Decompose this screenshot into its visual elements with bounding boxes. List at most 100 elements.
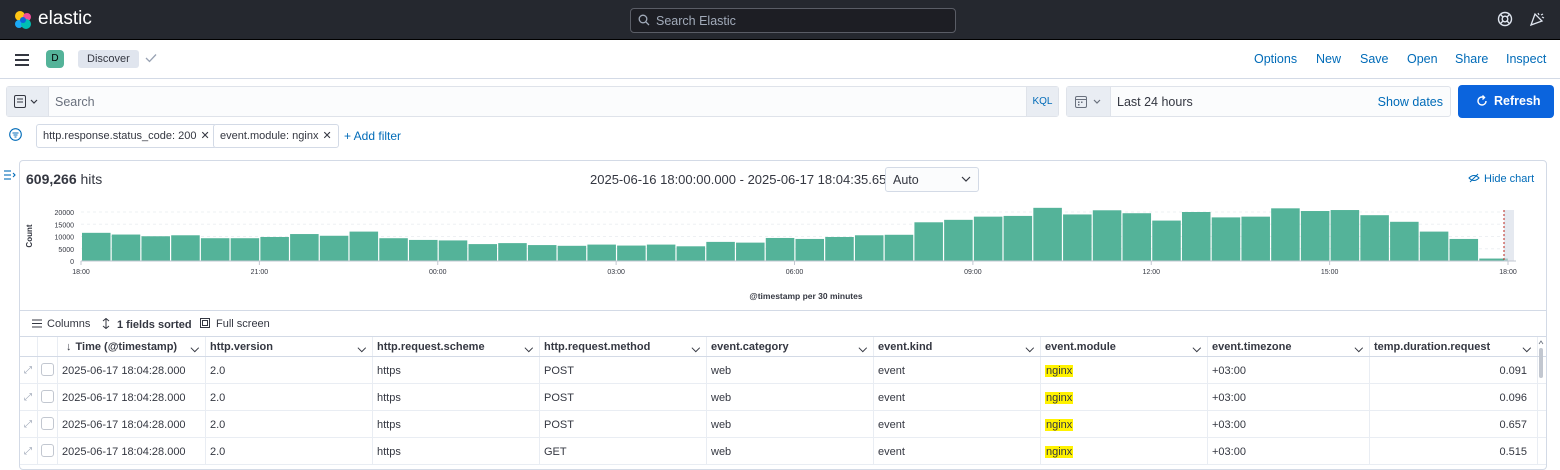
cell-event-timezone: +03:00 bbox=[1208, 411, 1370, 437]
filter-pill-label: http.response.status_code: 200 bbox=[43, 130, 197, 142]
chevron-down-icon[interactable]: ⌵ bbox=[357, 343, 366, 355]
row-checkbox[interactable] bbox=[41, 417, 54, 430]
chevron-down-icon[interactable]: ⌵ bbox=[190, 343, 199, 355]
time-picker[interactable]: Last 24 hours Show dates bbox=[1066, 86, 1451, 117]
cell-time: 2025-06-17 18:04:28.000 bbox=[58, 357, 206, 383]
filter-menu-icon[interactable] bbox=[9, 128, 22, 141]
column-header-event-timezone[interactable]: event.timezone ⌵ bbox=[1208, 337, 1370, 356]
cell-event-module: nginx bbox=[1041, 438, 1208, 464]
cell-event-module: nginx bbox=[1041, 384, 1208, 410]
row-checkbox[interactable] bbox=[41, 390, 54, 403]
x-tick-label: 18:00 bbox=[1499, 269, 1517, 276]
expand-icon[interactable]: ⤢ bbox=[24, 446, 32, 457]
column-header-http-version[interactable]: http.version ⌵ bbox=[206, 337, 373, 356]
chevron-down-icon[interactable]: ⌵ bbox=[1025, 343, 1034, 355]
chevron-down-icon[interactable]: ⌵ bbox=[524, 343, 533, 355]
new-link[interactable]: New bbox=[1316, 52, 1342, 66]
histogram-bar bbox=[914, 222, 943, 261]
elastic-logo-icon[interactable] bbox=[12, 9, 34, 31]
menu-icon[interactable] bbox=[15, 54, 29, 66]
save-link[interactable]: Save bbox=[1360, 52, 1389, 66]
y-tick-label: 20000 bbox=[55, 210, 75, 217]
cell-http-version: 2.0 bbox=[206, 384, 373, 410]
cell-http-method: POST bbox=[540, 384, 707, 410]
close-icon[interactable]: ✕ bbox=[200, 130, 210, 142]
histogram-bar bbox=[1449, 238, 1479, 261]
cell-duration: 0.515 bbox=[1370, 438, 1538, 464]
chevron-down-icon[interactable]: ⌵ bbox=[1192, 343, 1201, 355]
inspect-link[interactable]: Inspect bbox=[1506, 52, 1547, 66]
y-tick-label: 15000 bbox=[55, 222, 75, 229]
query-input[interactable]: Search KQL bbox=[6, 86, 1059, 117]
filter-pill[interactable]: event.module: nginx ✕ bbox=[213, 124, 339, 148]
column-header-event-module[interactable]: event.module ⌵ bbox=[1041, 337, 1208, 356]
histogram-bar bbox=[468, 244, 498, 261]
histogram-bar bbox=[884, 234, 914, 261]
table-row[interactable]: ⤢ 2025-06-17 18:04:28.000 2.0 https POST… bbox=[20, 357, 1546, 384]
interval-select[interactable]: Auto bbox=[885, 167, 979, 192]
expand-icon[interactable]: ⤢ bbox=[24, 392, 32, 403]
histogram-bar bbox=[1419, 231, 1449, 261]
select-column-header bbox=[38, 337, 58, 356]
refresh-button[interactable]: Refresh bbox=[1458, 85, 1554, 118]
space-avatar[interactable]: D bbox=[46, 50, 64, 68]
histogram-bar bbox=[1390, 221, 1419, 261]
columns-button[interactable]: Columns bbox=[32, 318, 90, 330]
show-dates-link[interactable]: Show dates bbox=[1377, 95, 1443, 109]
column-header-label: http.version bbox=[210, 341, 273, 353]
histogram-bar bbox=[706, 241, 735, 261]
breadcrumb[interactable]: Discover bbox=[78, 50, 139, 68]
chevron-down-icon[interactable]: ⌵ bbox=[691, 343, 700, 355]
row-checkbox[interactable] bbox=[41, 444, 54, 457]
histogram-bar bbox=[1479, 258, 1508, 261]
share-link[interactable]: Share bbox=[1455, 52, 1489, 66]
cell-time: 2025-06-17 18:04:28.000 bbox=[58, 411, 206, 437]
news-feed-icon[interactable] bbox=[1529, 11, 1545, 27]
cell-event-kind: event bbox=[874, 384, 1041, 410]
fullscreen-button[interactable]: Full screen bbox=[200, 318, 270, 330]
column-header-time[interactable]: ↓ Time (@timestamp) ⌵ bbox=[58, 337, 206, 356]
query-placeholder: Search bbox=[55, 95, 95, 109]
chevron-down-icon[interactable]: ⌵ bbox=[858, 343, 867, 355]
saved-query-button[interactable] bbox=[7, 87, 49, 116]
table-row[interactable]: ⤢ 2025-06-17 18:04:28.000 2.0 https POST… bbox=[20, 411, 1546, 438]
expand-icon[interactable]: ⤢ bbox=[24, 365, 32, 376]
kql-toggle[interactable]: KQL bbox=[1026, 87, 1058, 116]
options-link[interactable]: Options bbox=[1254, 52, 1298, 66]
quick-select-button[interactable] bbox=[1067, 87, 1111, 116]
add-filter-button[interactable]: + Add filter bbox=[344, 129, 402, 143]
open-link[interactable]: Open bbox=[1407, 52, 1438, 66]
y-tick-label: 10000 bbox=[55, 235, 75, 242]
help-icon[interactable] bbox=[1497, 11, 1513, 27]
brand-name: elastic bbox=[38, 8, 92, 29]
row-checkbox[interactable] bbox=[41, 363, 54, 376]
close-icon[interactable]: ✕ bbox=[322, 130, 332, 142]
fullscreen-label: Full screen bbox=[216, 318, 270, 330]
grid-scrollbar[interactable] bbox=[1538, 340, 1544, 465]
expand-icon[interactable]: ⤢ bbox=[24, 419, 32, 430]
histogram-bar bbox=[111, 234, 141, 261]
histogram-bar bbox=[1003, 215, 1033, 261]
expand-cell: ⤢ bbox=[20, 411, 38, 437]
chevron-down-icon[interactable]: ⌵ bbox=[1522, 343, 1531, 355]
x-tick-label: 09:00 bbox=[964, 269, 982, 276]
column-header-event-category[interactable]: event.category ⌵ bbox=[707, 337, 874, 356]
column-header-http-method[interactable]: http.request.method ⌵ bbox=[540, 337, 707, 356]
expand-cell: ⤢ bbox=[20, 384, 38, 410]
sort-button[interactable]: 1 fields sorted bbox=[102, 317, 192, 331]
filter-pill[interactable]: http.response.status_code: 200 ✕ bbox=[36, 124, 217, 148]
histogram-bar bbox=[617, 245, 646, 261]
histogram-bar bbox=[260, 236, 289, 261]
table-row[interactable]: ⤢ 2025-06-17 18:04:28.000 2.0 https POST… bbox=[20, 384, 1546, 411]
column-header-http-scheme[interactable]: http.request.scheme ⌵ bbox=[373, 337, 540, 356]
hide-chart-button[interactable]: Hide chart bbox=[1468, 173, 1534, 185]
select-cell bbox=[38, 411, 58, 437]
column-header-duration[interactable]: temp.duration.request ⌵ bbox=[1370, 337, 1538, 356]
histogram-bar bbox=[438, 240, 468, 261]
global-search-input[interactable]: Search Elastic bbox=[630, 8, 956, 33]
table-row[interactable]: ⤢ 2025-06-17 18:04:28.000 2.0 https GET … bbox=[20, 438, 1546, 465]
column-header-event-kind[interactable]: event.kind ⌵ bbox=[874, 337, 1041, 356]
column-header-label: event.module bbox=[1045, 341, 1116, 353]
chevron-down-icon[interactable]: ⌵ bbox=[1354, 343, 1363, 355]
toggle-sidebar-icon[interactable] bbox=[4, 170, 16, 180]
